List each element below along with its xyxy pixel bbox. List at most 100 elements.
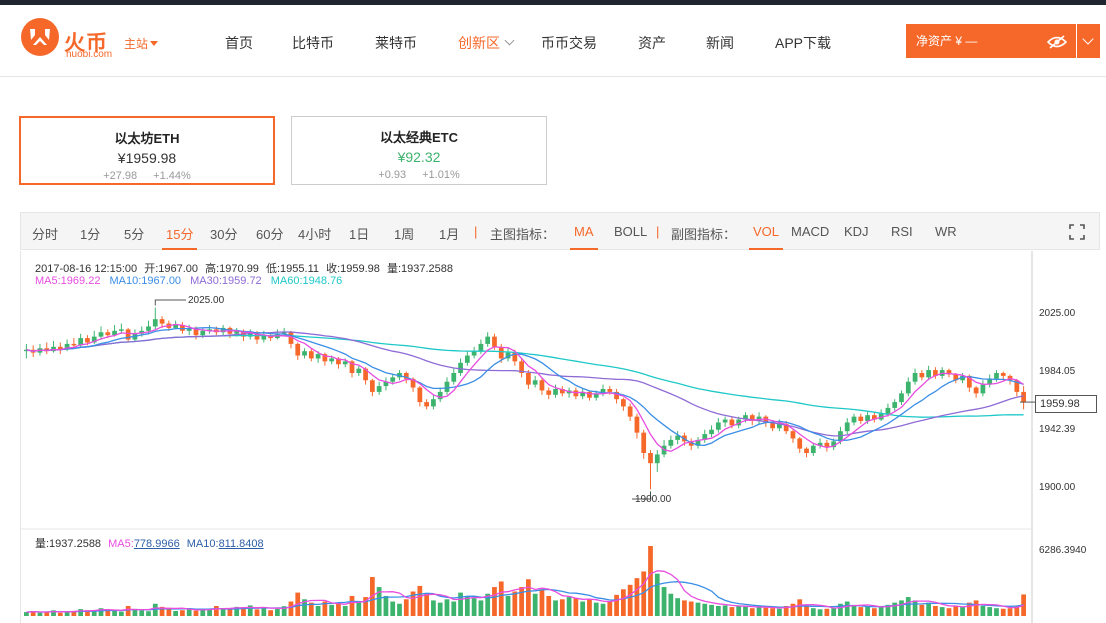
nav-item-news[interactable]: 新闻 — [706, 35, 734, 51]
candle-body — [417, 387, 423, 403]
coin-change: +27.98 +1.44% — [21, 170, 273, 182]
info-high: 高:1970.99 — [205, 263, 259, 275]
volume-bar — [966, 602, 972, 616]
volume-bar — [695, 602, 701, 616]
volume-bar — [112, 610, 117, 616]
vol-ma5-line — [26, 570, 1024, 613]
candle-body — [24, 349, 29, 352]
nav-item-app-download[interactable]: APP下载 — [775, 35, 832, 51]
period-30min[interactable]: 30分 — [210, 227, 238, 242]
candle-body — [207, 329, 212, 331]
coin-change-abs: +27.98 — [103, 170, 138, 182]
candle-body — [118, 329, 124, 331]
candle-body — [390, 377, 396, 382]
kline-chart[interactable] — [20, 251, 1106, 623]
volume-bar — [390, 601, 396, 616]
net-asset-button[interactable]: 净资产 ¥ — — [906, 24, 1076, 58]
volume-bar — [763, 607, 769, 616]
candle-body — [933, 370, 938, 376]
candle-body — [308, 351, 314, 359]
eye-hidden-icon[interactable] — [1047, 35, 1067, 49]
candle-body — [98, 332, 104, 337]
candle-body — [709, 429, 714, 435]
candle-body — [369, 380, 375, 392]
chevron-down-icon — [504, 35, 515, 46]
nav-item-ltc[interactable]: 莱特币 — [375, 35, 417, 51]
volume-bar — [505, 595, 511, 616]
period-1day[interactable]: 1日 — [349, 227, 370, 242]
indicator-wr[interactable]: WR — [935, 224, 957, 239]
nav-item-innovation[interactable]: 创新区 — [458, 33, 515, 53]
volume-bar — [125, 605, 131, 616]
volume-bar — [1000, 608, 1006, 616]
indicator-ma[interactable]: MA — [570, 224, 597, 250]
indicator-kdj[interactable]: KDJ — [844, 224, 869, 239]
nav-item-home[interactable]: 首页 — [225, 35, 253, 51]
candle-body — [553, 389, 558, 395]
candle-body — [892, 402, 898, 408]
huobi-logo-icon[interactable] — [20, 17, 120, 59]
candle-body — [797, 438, 803, 449]
period-1week[interactable]: 1周 — [394, 227, 415, 242]
candle-body — [532, 380, 538, 385]
chart-toolbar: 分时 1分 5分 15分 30分 60分 4小时 1日 1周 1月 | 主图指标… — [20, 212, 1100, 250]
candle-body — [383, 381, 389, 387]
candle-body — [614, 391, 619, 400]
candle-body — [715, 422, 721, 430]
net-asset-dropdown[interactable] — [1077, 24, 1100, 58]
indicator-boll[interactable]: BOLL — [614, 224, 648, 239]
volume-bar — [464, 595, 470, 616]
period-4hour[interactable]: 4小时 — [298, 227, 332, 242]
period-1min[interactable]: 1分 — [80, 227, 101, 242]
candle-body — [403, 373, 409, 379]
coin-card-eth[interactable]: 以太坊ETH ¥1959.98 +27.98 +1.44% — [19, 116, 275, 185]
fullscreen-icon[interactable] — [1069, 224, 1085, 240]
volume-bar — [702, 603, 708, 616]
candle-body — [627, 406, 633, 417]
coin-card-etc[interactable]: 以太经典ETC ¥92.32 +0.93 +1.01% — [291, 116, 547, 185]
volume-bar — [227, 608, 233, 616]
volume-bar — [946, 608, 952, 616]
volume-bar — [614, 594, 619, 616]
top-strip — [0, 0, 1106, 5]
chart-area[interactable] — [20, 251, 1106, 623]
info-open: 开:1967.00 — [144, 263, 199, 275]
brand-name: 火币 — [64, 32, 108, 55]
candle-body — [648, 453, 653, 464]
nav-item-assets[interactable]: 资产 — [638, 35, 666, 51]
candle-body — [905, 381, 911, 394]
indicator-rsi[interactable]: RSI — [891, 224, 913, 239]
period-60min[interactable]: 60分 — [256, 227, 284, 242]
period-15min[interactable]: 15分 — [161, 224, 199, 250]
nav-item-btc[interactable]: 比特币 — [292, 35, 334, 51]
candle-body — [281, 332, 287, 334]
volume-bar — [193, 610, 199, 616]
period-timeline[interactable]: 分时 — [32, 227, 59, 242]
candle-body — [987, 378, 993, 385]
nav-item-coin-trade[interactable]: 币币交易 — [541, 35, 597, 51]
indicator-vol[interactable]: VOL — [748, 224, 784, 250]
candle-body — [342, 361, 348, 365]
station-dropdown[interactable]: 主站 — [124, 35, 159, 52]
station-label: 主站 — [124, 37, 149, 51]
volume-bar — [749, 608, 755, 616]
candle-body — [559, 389, 565, 394]
period-1month[interactable]: 1月 — [439, 227, 460, 242]
indicator-macd[interactable]: MACD — [791, 224, 830, 239]
candle-body — [946, 370, 952, 375]
vol-info-ma5-label: MA5: — [108, 538, 134, 550]
sub-indicator-label: 副图指标： — [671, 227, 737, 242]
coin-name: 以太经典ETC — [379, 130, 458, 145]
volume-bar — [668, 593, 674, 616]
period-5min[interactable]: 5分 — [124, 227, 145, 242]
volume-bar — [417, 585, 423, 616]
volume-bar — [159, 606, 165, 616]
main-indicator-label: 主图指标： — [490, 227, 556, 242]
vol-info-ma10-label: MA10: — [186, 538, 219, 550]
volume-bar — [478, 600, 484, 616]
candle-body — [966, 375, 972, 388]
candle-body — [451, 373, 457, 382]
candle-body — [492, 336, 497, 347]
candle-body — [858, 416, 864, 421]
candle-body — [505, 352, 511, 359]
